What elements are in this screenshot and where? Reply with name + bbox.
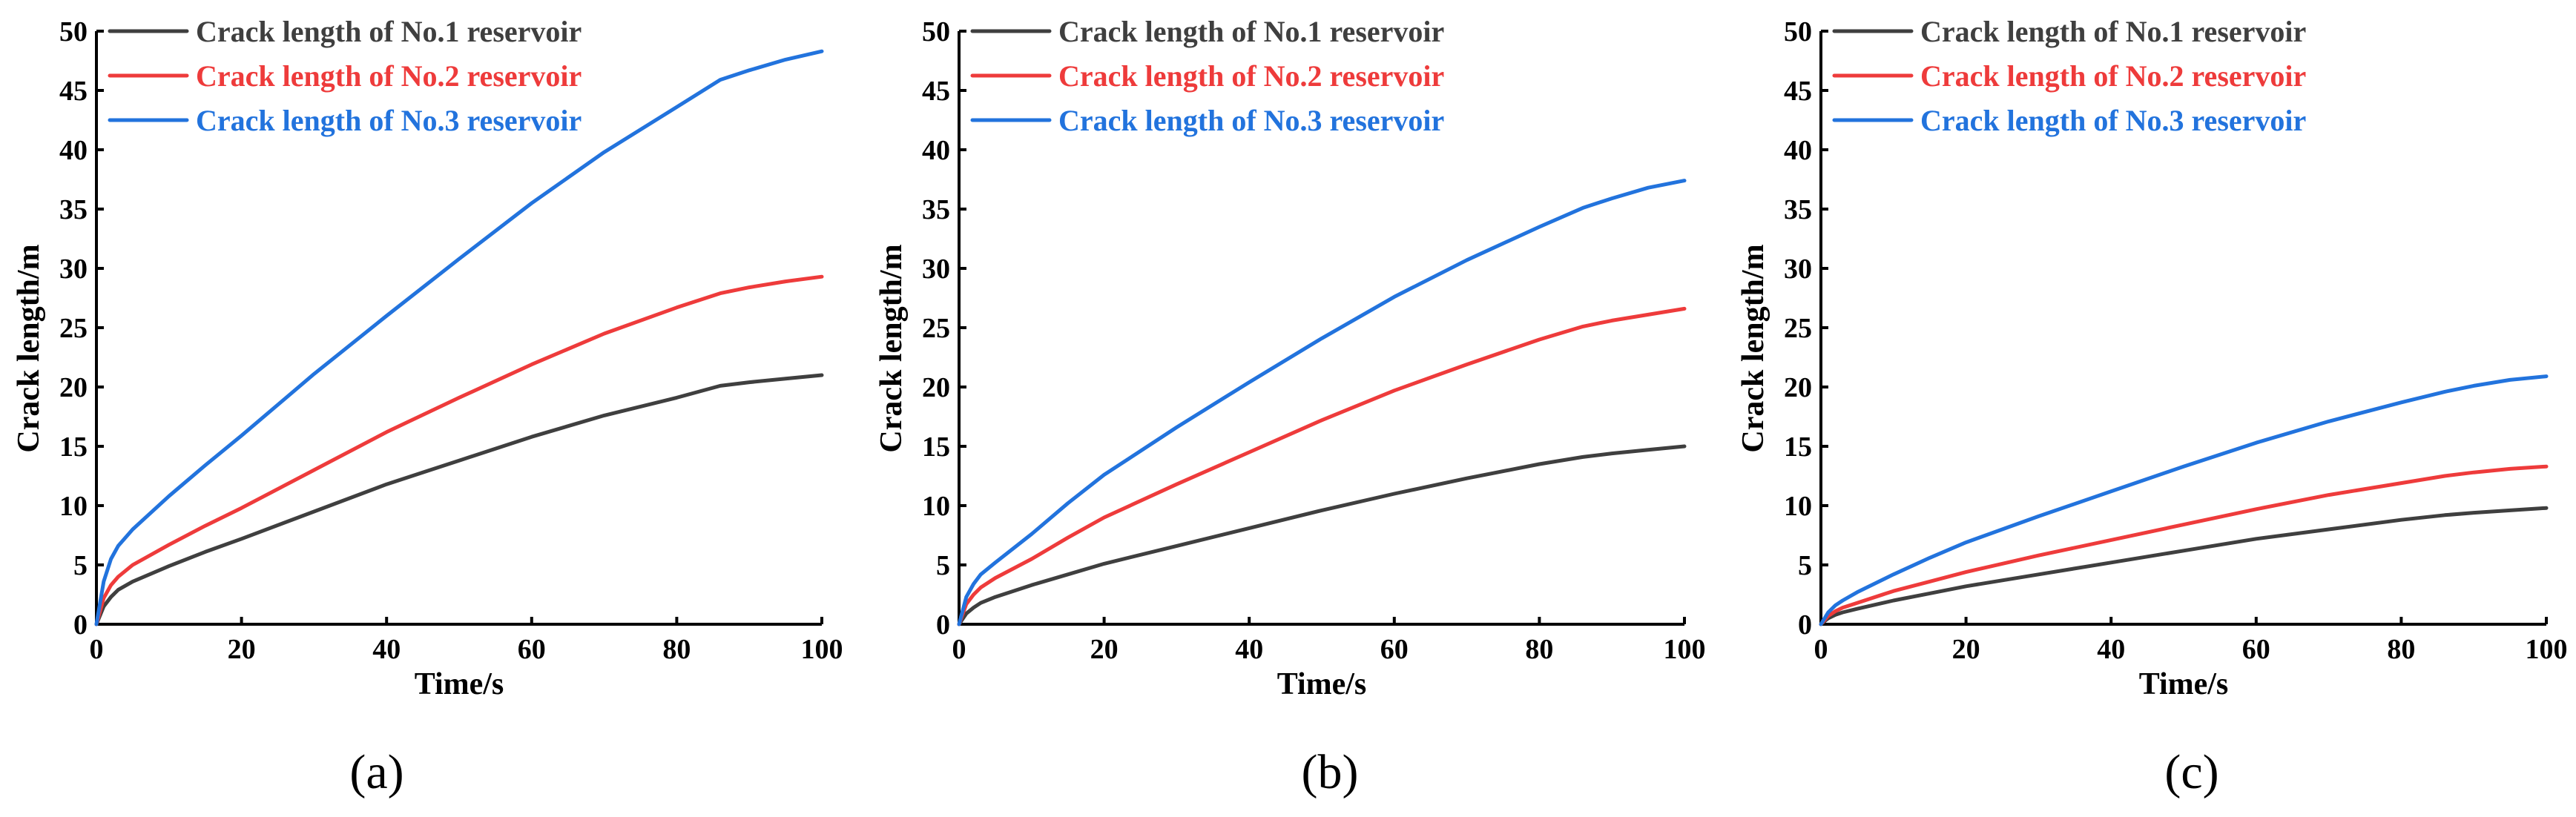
y-tick-label: 50: [1784, 16, 1812, 47]
y-tick-label: 15: [59, 431, 88, 463]
x-tick-label: 100: [1664, 634, 1706, 665]
y-tick-label: 35: [1784, 194, 1812, 225]
y-tick-label: 10: [922, 491, 950, 522]
chart-panel-3: 0 5 10 15 20 25 30 35 40 45 50 0 20 40 60 80 100 Time/s Cr…: [1736, 15, 2568, 799]
y-tick-label: 40: [922, 135, 950, 166]
y-tick-label: 0: [1798, 609, 1812, 641]
x-tick-label: 80: [662, 634, 691, 665]
x-axis-title: Time/s: [1277, 667, 1367, 701]
y-tick-label: 0: [73, 609, 88, 641]
legend-label-3: Crack length of No.3 reservoir: [1920, 104, 2306, 137]
y-axis-title: Crack length/m: [874, 244, 909, 452]
y-tick-label: 45: [59, 76, 88, 107]
legend-label-2: Crack length of No.2 reservoir: [196, 59, 582, 93]
y-tick-label: 15: [922, 431, 950, 463]
y-tick-label: 10: [1784, 491, 1812, 522]
panel-label: (a): [349, 745, 403, 799]
series-line-1: [957, 444, 1687, 626]
series-line-2: [957, 306, 1687, 626]
legend-label-3: Crack length of No.3 reservoir: [1058, 104, 1444, 137]
x-tick-label: 40: [1235, 634, 1263, 665]
y-tick-label: 20: [59, 372, 88, 403]
legend-label-1: Crack length of No.1 reservoir: [196, 15, 582, 48]
series-line-2: [94, 274, 824, 626]
x-tick-label: 20: [228, 634, 256, 665]
y-tick-label: 25: [922, 313, 950, 344]
legend-label-3: Crack length of No.3 reservoir: [196, 104, 582, 137]
chart-panel-1: 0 5 10 15 20 25 30 35 40 45 50 0 20 40 60 80 100 Time/s Cr…: [12, 15, 843, 799]
series-line-3: [94, 49, 824, 626]
chart-panel-2: 0 5 10 15 20 25 30 35 40 45 50 0 20 40 60 80 100 Time/s Cr…: [874, 15, 1706, 799]
y-tick-label: 35: [59, 194, 88, 225]
y-tick-label: 20: [922, 372, 950, 403]
legend-label-2: Crack length of No.2 reservoir: [1058, 59, 1444, 93]
x-tick-label: 20: [1090, 634, 1119, 665]
legend-label-1: Crack length of No.1 reservoir: [1058, 15, 1444, 48]
y-tick-label: 15: [1784, 431, 1812, 463]
x-tick-label: 80: [2387, 634, 2415, 665]
x-tick-label: 100: [801, 634, 843, 665]
y-tick-label: 25: [1784, 313, 1812, 344]
x-tick-label: 20: [1952, 634, 1980, 665]
x-tick-label: 60: [1380, 634, 1409, 665]
y-tick-label: 40: [59, 135, 88, 166]
series-line-1: [1819, 506, 2549, 626]
x-axis-title: Time/s: [415, 667, 504, 701]
legend-label-1: Crack length of No.1 reservoir: [1920, 15, 2306, 48]
x-tick-label: 0: [1814, 634, 1828, 665]
x-tick-label: 80: [1525, 634, 1553, 665]
x-tick-label: 0: [90, 634, 104, 665]
y-tick-label: 50: [59, 16, 88, 47]
y-tick-label: 30: [922, 254, 950, 285]
x-axis-title: Time/s: [2139, 667, 2229, 701]
y-tick-label: 45: [922, 76, 950, 107]
series-line-3: [957, 179, 1687, 626]
y-tick-label: 10: [59, 491, 88, 522]
x-tick-label: 40: [372, 634, 401, 665]
y-tick-label: 35: [922, 194, 950, 225]
y-tick-label: 20: [1784, 372, 1812, 403]
y-tick-label: 30: [1784, 254, 1812, 285]
legend-label-2: Crack length of No.2 reservoir: [1920, 59, 2306, 93]
y-tick-label: 30: [59, 254, 88, 285]
panel-label: (c): [2164, 745, 2218, 799]
x-tick-label: 100: [2526, 634, 2568, 665]
series-line-3: [1819, 374, 2549, 626]
panel-label: (b): [1302, 745, 1359, 799]
y-tick-label: 45: [1784, 76, 1812, 107]
series-line-1: [94, 373, 824, 626]
x-tick-label: 60: [518, 634, 546, 665]
y-tick-label: 5: [1798, 550, 1812, 581]
x-tick-label: 60: [2242, 634, 2270, 665]
x-tick-label: 0: [952, 634, 966, 665]
y-tick-label: 25: [59, 313, 88, 344]
y-axis-title: Crack length/m: [1736, 244, 1770, 452]
y-tick-label: 5: [73, 550, 88, 581]
y-tick-label: 50: [922, 16, 950, 47]
y-tick-label: 0: [936, 609, 950, 641]
y-axis-title: Crack length/m: [12, 244, 46, 452]
series-line-2: [1819, 464, 2549, 626]
y-tick-label: 5: [936, 550, 950, 581]
y-tick-label: 40: [1784, 135, 1812, 166]
x-tick-label: 40: [2097, 634, 2125, 665]
